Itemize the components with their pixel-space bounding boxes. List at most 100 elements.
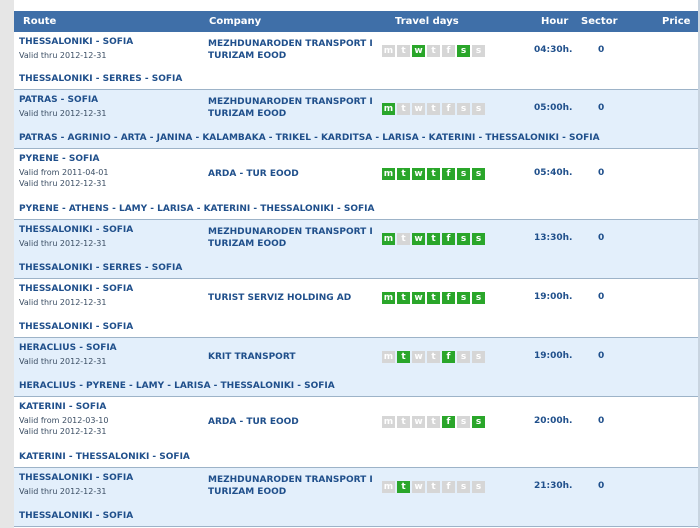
valid-from: Valid from 2011-04-01	[19, 168, 109, 177]
day-indicator: t	[427, 292, 440, 304]
valid-thru: Valid thru 2012-12-31	[19, 51, 107, 60]
valid-thru: Valid thru 2012-12-31	[19, 109, 107, 118]
company-link[interactable]: MEZHDUNARODEN TRANSPORT I TURIZAM EOOD	[208, 97, 373, 119]
day-indicator: w	[412, 44, 425, 57]
day-indicator: s	[457, 292, 470, 304]
company-link[interactable]: MEZHDUNARODEN TRANSPORT I TURIZAM EOOD	[208, 39, 373, 61]
header-price[interactable]: Price	[662, 16, 691, 27]
day-indicator: t	[427, 103, 440, 115]
day-indicator: t	[397, 233, 410, 245]
sector-value: 0	[598, 168, 605, 178]
departure-hour: 13:30h.	[534, 233, 573, 243]
table-row[interactable]: PYRENE - SOFIA Valid from 2011-04-01 Valid…	[14, 149, 698, 220]
departure-hour: 21:30h.	[534, 481, 573, 491]
day-indicator: f	[442, 233, 455, 245]
day-indicator: t	[397, 168, 410, 180]
company-link[interactable]: ARDA - TUR EOOD	[208, 169, 299, 179]
day-indicator: s	[472, 103, 485, 115]
header-hour[interactable]: Hour	[541, 16, 569, 27]
day-indicator: s	[457, 168, 470, 180]
day-indicator: f	[442, 481, 455, 493]
day-indicator: s	[457, 44, 470, 57]
day-indicator: m	[382, 481, 395, 493]
day-indicator: t	[397, 292, 410, 304]
day-indicator: s	[472, 292, 485, 304]
day-indicator: w	[412, 103, 425, 115]
day-indicator: s	[457, 233, 470, 245]
day-indicator: t	[427, 416, 440, 428]
valid-thru: Valid thru 2012-12-31	[19, 239, 107, 248]
sector-value: 0	[598, 351, 605, 361]
day-indicator: w	[412, 292, 425, 304]
day-indicator: s	[472, 233, 485, 245]
valid-thru: Valid thru 2012-12-31	[19, 427, 107, 436]
table-row[interactable]: THESSALONIKI - SOFIA Valid thru 2012-12-3…	[14, 468, 698, 527]
valid-thru: Valid thru 2012-12-31	[19, 179, 107, 188]
day-indicator: w	[412, 168, 425, 180]
route-link[interactable]: PYRENE - SOFIA	[19, 154, 100, 164]
route-link[interactable]: PATRAS - SOFIA	[19, 95, 99, 105]
route-stops: THESSALONIKI - SERRES - SOFIA	[14, 258, 698, 278]
route-link[interactable]: THESSALONIKI - SOFIA	[19, 225, 134, 235]
day-indicator: w	[412, 481, 425, 493]
table-row[interactable]: KATERINI - SOFIA Valid from 2012-03-10 Val…	[14, 397, 698, 468]
table-row[interactable]: HERACLIUS - SOFIA Valid thru 2012-12-31 KR…	[14, 338, 698, 397]
departure-hour: 05:00h.	[534, 103, 573, 113]
row-main: THESSALONIKI - SOFIA Valid thru 2012-12-3…	[14, 279, 698, 317]
valid-thru: Valid thru 2012-12-31	[19, 298, 107, 307]
day-indicator: t	[397, 416, 410, 428]
day-indicator: f	[442, 44, 455, 57]
table-row[interactable]: PATRAS - SOFIA Valid thru 2012-12-31 MEZHD…	[14, 90, 698, 149]
header-sector[interactable]: Sector	[581, 16, 618, 27]
company-link[interactable]: ARDA - TUR EOOD	[208, 417, 299, 427]
day-indicator: m	[382, 233, 395, 245]
day-indicator: s	[472, 168, 485, 180]
header-travel-days[interactable]: Travel days	[395, 16, 459, 27]
day-indicator: f	[442, 351, 455, 363]
route-stops: KATERINI - THESSALONIKI - SOFIA	[14, 447, 698, 467]
header-route[interactable]: Route	[23, 16, 57, 27]
company-link[interactable]: KRIT TRANSPORT	[208, 352, 296, 362]
sector-value: 0	[598, 292, 605, 302]
day-indicator: t	[397, 351, 410, 363]
company-link[interactable]: TURIST SERVIZ HOLDING AD	[208, 293, 352, 303]
row-main: HERACLIUS - SOFIA Valid thru 2012-12-31 KR…	[14, 338, 698, 376]
sector-value: 0	[598, 416, 605, 426]
day-indicator: f	[442, 416, 455, 428]
day-indicator: s	[457, 481, 470, 493]
day-indicator: s	[457, 351, 470, 363]
day-indicator: m	[382, 416, 395, 428]
sector-value: 0	[598, 481, 605, 491]
valid-from: Valid from 2012-03-10	[19, 416, 109, 425]
route-stops-text: THESSALONIKI - SOFIA	[19, 322, 134, 332]
route-stops-text: THESSALONIKI - SERRES - SOFIA	[19, 263, 183, 273]
sector-value: 0	[598, 44, 605, 55]
day-indicator: t	[427, 233, 440, 245]
route-stops: THESSALONIKI - SERRES - SOFIA	[14, 69, 698, 89]
day-indicator: w	[412, 233, 425, 245]
route-link[interactable]: KATERINI - SOFIA	[19, 402, 107, 412]
table-row[interactable]: THESSALONIKI - SOFIA Valid thru 2012-12-3…	[14, 220, 698, 279]
day-indicator: w	[412, 351, 425, 363]
day-indicator: m	[382, 103, 395, 115]
valid-thru: Valid thru 2012-12-31	[19, 357, 107, 366]
route-link[interactable]: THESSALONIKI - SOFIA	[19, 284, 134, 294]
route-stops: THESSALONIKI - SOFIA	[14, 317, 698, 337]
left-scroll-edge	[0, 0, 14, 528]
company-link[interactable]: MEZHDUNARODEN TRANSPORT I TURIZAM EOOD	[208, 227, 373, 249]
schedule-table: Route Company Travel days Hour Sector Pr…	[14, 11, 698, 527]
departure-hour: 19:00h.	[534, 351, 573, 361]
day-indicator: m	[382, 292, 395, 304]
table-row[interactable]: THESSALONIKI - SOFIA Valid thru 2012-12-3…	[14, 279, 698, 338]
header-company[interactable]: Company	[209, 16, 262, 27]
route-link[interactable]: THESSALONIKI - SOFIA	[19, 473, 134, 483]
day-indicator: t	[397, 44, 410, 57]
day-indicator: s	[472, 481, 485, 493]
day-indicator: t	[397, 103, 410, 115]
row-main: KATERINI - SOFIA Valid from 2012-03-10 Val…	[14, 397, 698, 447]
table-row[interactable]: THESSALONIKI - SOFIA Valid thru 2012-12-3…	[14, 32, 698, 90]
company-link[interactable]: MEZHDUNARODEN TRANSPORT I TURIZAM EOOD	[208, 475, 373, 497]
route-link[interactable]: HERACLIUS - SOFIA	[19, 343, 117, 353]
route-link[interactable]: THESSALONIKI - SOFIA	[19, 37, 134, 47]
day-indicator: s	[457, 416, 470, 428]
